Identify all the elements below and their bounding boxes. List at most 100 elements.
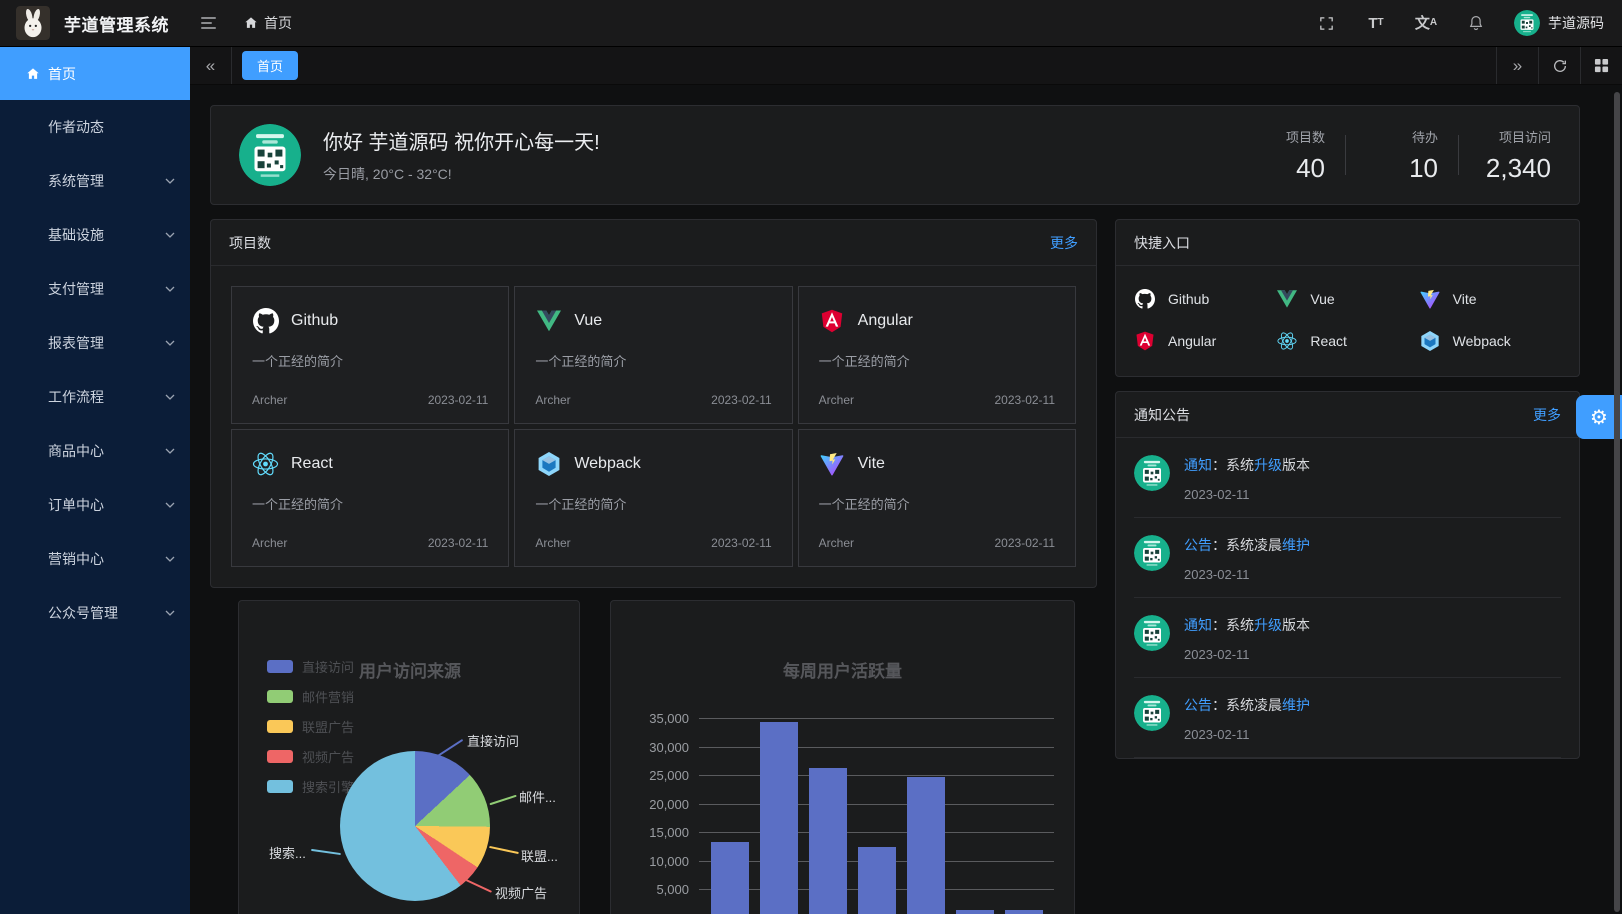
project-card-react[interactable]: React 一个正经的简介 Archer 2023-02-11 — [231, 429, 510, 567]
stat-value: 2,340 — [1485, 152, 1551, 183]
notice-title[interactable]: 通知：系统升级版本 — [1184, 457, 1310, 473]
sidebar-item-order[interactable]: 订单中心 — [0, 478, 190, 532]
fullscreen-icon[interactable] — [1314, 11, 1338, 35]
project-date: 2023-02-11 — [711, 536, 772, 550]
project-card-angular[interactable]: Angular 一个正经的简介 Archer 2023-02-11 — [797, 286, 1076, 424]
bar-周四[interactable] — [857, 847, 896, 914]
project-desc: 一个正经的简介 — [252, 497, 344, 512]
legend-item-3[interactable]: 视频广告 — [267, 747, 354, 766]
shortcut-vue[interactable]: Vue — [1276, 288, 1418, 310]
chevron-down-icon — [164, 229, 176, 241]
legend-item-4[interactable]: 搜索引擎 — [267, 777, 354, 796]
projects-more-link[interactable]: 更多 — [1050, 234, 1078, 251]
sidebar-item-home[interactable]: 首页 — [0, 47, 190, 100]
breadcrumb[interactable]: 首页 — [244, 13, 292, 33]
sidebar-item-system[interactable]: 系统管理 — [0, 154, 190, 208]
sidebar-item-report[interactable]: 报表管理 — [0, 316, 190, 370]
shortcut-vite[interactable]: Vite — [1419, 288, 1561, 310]
shortcut-label: Vite — [1452, 291, 1477, 307]
y-axis-tick: 35,000 — [649, 711, 689, 726]
stat-value: 10 — [1409, 152, 1438, 183]
project-author: Archer — [535, 393, 571, 407]
project-author: Archer — [818, 393, 854, 407]
notice-title[interactable]: 公告：系统凌晨维护 — [1184, 537, 1310, 553]
chevron-down-icon — [164, 445, 176, 457]
legend-label: 直接访问 — [302, 660, 355, 675]
legend-label: 搜索引擎 — [302, 780, 355, 795]
layout-grid-icon[interactable] — [1580, 47, 1622, 84]
vite-icon — [1419, 288, 1441, 310]
notices-more-link[interactable]: 更多 — [1533, 406, 1561, 423]
notice-title[interactable]: 公告：系统凌晨维护 — [1184, 697, 1310, 713]
bar-周日[interactable] — [1004, 910, 1043, 914]
pie-label-line — [465, 879, 493, 893]
y-axis-tick: 20,000 — [649, 796, 689, 812]
notice-item-2[interactable]: 通知：系统升级版本 2023-02-11 — [1134, 598, 1561, 678]
bar-周五[interactable] — [906, 776, 945, 914]
shortcut-label: Vue — [1310, 291, 1335, 307]
tabs-scroll-right-icon[interactable]: » — [1496, 47, 1538, 84]
project-card-vite[interactable]: Vite 一个正经的简介 Archer 2023-02-11 — [797, 429, 1076, 567]
stat-label: 项目数 — [1285, 129, 1325, 145]
tabs-scroll-left-icon[interactable]: « — [190, 47, 232, 84]
sidebar-item-product[interactable]: 商品中心 — [0, 424, 190, 478]
bar-周二[interactable] — [759, 722, 798, 914]
shortcut-react[interactable]: React — [1276, 330, 1418, 352]
shortcut-label: Angular — [1168, 333, 1217, 349]
notice-item-3[interactable]: 公告：系统凌晨维护 2023-02-11 — [1134, 678, 1561, 758]
sidebar-item-author[interactable]: 作者动态 — [0, 100, 190, 154]
legend-swatch — [267, 720, 293, 733]
project-date: 2023-02-11 — [427, 393, 489, 407]
project-date: 2023-02-11 — [427, 536, 489, 550]
legend-item-2[interactable]: 联盟广告 — [267, 717, 354, 736]
notice-item-0[interactable]: 通知：系统升级版本 2023-02-11 — [1134, 438, 1561, 518]
bar-周三[interactable] — [808, 767, 847, 914]
pie-label-line — [311, 848, 341, 855]
project-card-webpack[interactable]: Webpack 一个正经的简介 Archer 2023-02-11 — [514, 429, 793, 567]
bell-icon[interactable] — [1464, 11, 1488, 35]
legend-swatch — [267, 750, 293, 763]
notice-title[interactable]: 通知：系统升级版本 — [1184, 617, 1310, 633]
shortcut-github[interactable]: Github — [1134, 288, 1276, 310]
projects-card: 项目数 更多 Github 一个正经的简介 Archer 2023-02-11 … — [210, 219, 1097, 588]
notice-date: 2023-02-11 — [1184, 647, 1250, 662]
project-card-vue[interactable]: Vue 一个正经的简介 Archer 2023-02-11 — [514, 286, 793, 424]
notice-item-1[interactable]: 公告：系统凌晨维护 2023-02-11 — [1134, 518, 1561, 598]
legend-swatch — [267, 690, 293, 703]
chevron-down-icon — [164, 391, 176, 403]
projects-title: 项目数 — [229, 234, 271, 251]
sidebar-item-label: 公众号管理 — [48, 605, 118, 621]
pie-chart[interactable] — [340, 751, 490, 901]
legend-item-0[interactable]: 直接访问 — [267, 657, 354, 676]
sidebar-item-infra[interactable]: 基础设施 — [0, 208, 190, 262]
tab-home[interactable]: 首页 — [242, 51, 299, 80]
bar-周六[interactable] — [955, 910, 994, 914]
sidebar-item-bpm[interactable]: 工作流程 — [0, 370, 190, 424]
project-name: React — [291, 454, 333, 472]
github-icon — [252, 307, 279, 334]
shortcut-angular[interactable]: Angular — [1134, 330, 1276, 352]
shortcut-webpack[interactable]: Webpack — [1419, 330, 1561, 352]
webpack-icon — [1419, 330, 1441, 352]
gridline — [699, 803, 1054, 805]
refresh-icon[interactable] — [1538, 47, 1580, 84]
bar-周一[interactable] — [710, 842, 749, 914]
scrollbar-thumb[interactable] — [1614, 92, 1620, 912]
sidebar-item-mp[interactable]: 公众号管理 — [0, 586, 190, 640]
sidebar-item-promotion[interactable]: 营销中心 — [0, 532, 190, 586]
shortcut-label: Github — [1168, 291, 1210, 307]
project-author: Archer — [252, 393, 288, 407]
bar-chart-plot[interactable]: 35,000 30,000 25,000 20,000 15,000 10,000 5,00… — [649, 711, 1054, 914]
app-logo — [16, 6, 50, 40]
menu-collapse-icon[interactable] — [197, 13, 220, 33]
chevron-down-icon — [164, 499, 176, 511]
gridline — [699, 775, 1054, 777]
sidebar-item-pay[interactable]: 支付管理 — [0, 262, 190, 316]
legend-item-1[interactable]: 邮件营销 — [267, 687, 354, 706]
stat-1: 待办 10 — [1366, 127, 1438, 184]
legend-swatch — [267, 780, 293, 793]
user-menu[interactable]: 芋道源码 — [1514, 10, 1604, 36]
project-card-github[interactable]: Github 一个正经的简介 Archer 2023-02-11 — [231, 286, 510, 424]
